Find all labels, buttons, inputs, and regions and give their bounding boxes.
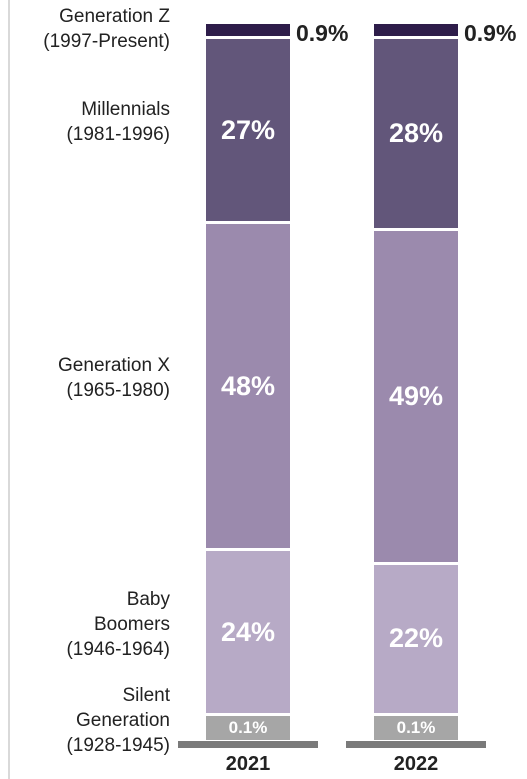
bar-segment: 49% [374,230,458,562]
bar-segment: 28% [374,39,458,228]
bar-segment [206,24,290,36]
bar-segment: 0.1% [374,716,458,740]
bar-segment: 0.1% [206,716,290,740]
value-label: 49% [388,380,444,411]
value-label: 22% [388,623,444,654]
legend-label: Millennials (1981-1996) [66,99,170,146]
value-label: 0.1% [396,718,436,737]
bar-segment: 24% [206,551,290,713]
axis-line [8,0,10,779]
value-label: 0.9% [296,20,349,46]
legend-label: Silent Generation (1928-1945) [66,684,170,756]
x-tick-label: 2022 [393,753,439,775]
value-label: 0.9% [464,20,517,46]
bar-segment: 22% [374,564,458,713]
baseline [346,741,486,748]
value-label: 0.1% [228,718,268,737]
value-label: 48% [220,370,276,401]
legend-label: Generation Z (1997-Present) [43,6,170,52]
value-label: 28% [388,117,444,148]
baseline [178,741,318,748]
bar-segment: 48% [206,224,290,549]
legend-label: Baby Boomers (1946-1964) [66,588,170,660]
bar-segment: 27% [206,39,290,222]
value-label: 27% [220,114,276,145]
value-label: 24% [220,616,276,647]
x-tick-label: 2021 [225,753,271,775]
bar-segment [374,24,458,36]
legend-label: Generation X (1965-1980) [58,355,170,402]
